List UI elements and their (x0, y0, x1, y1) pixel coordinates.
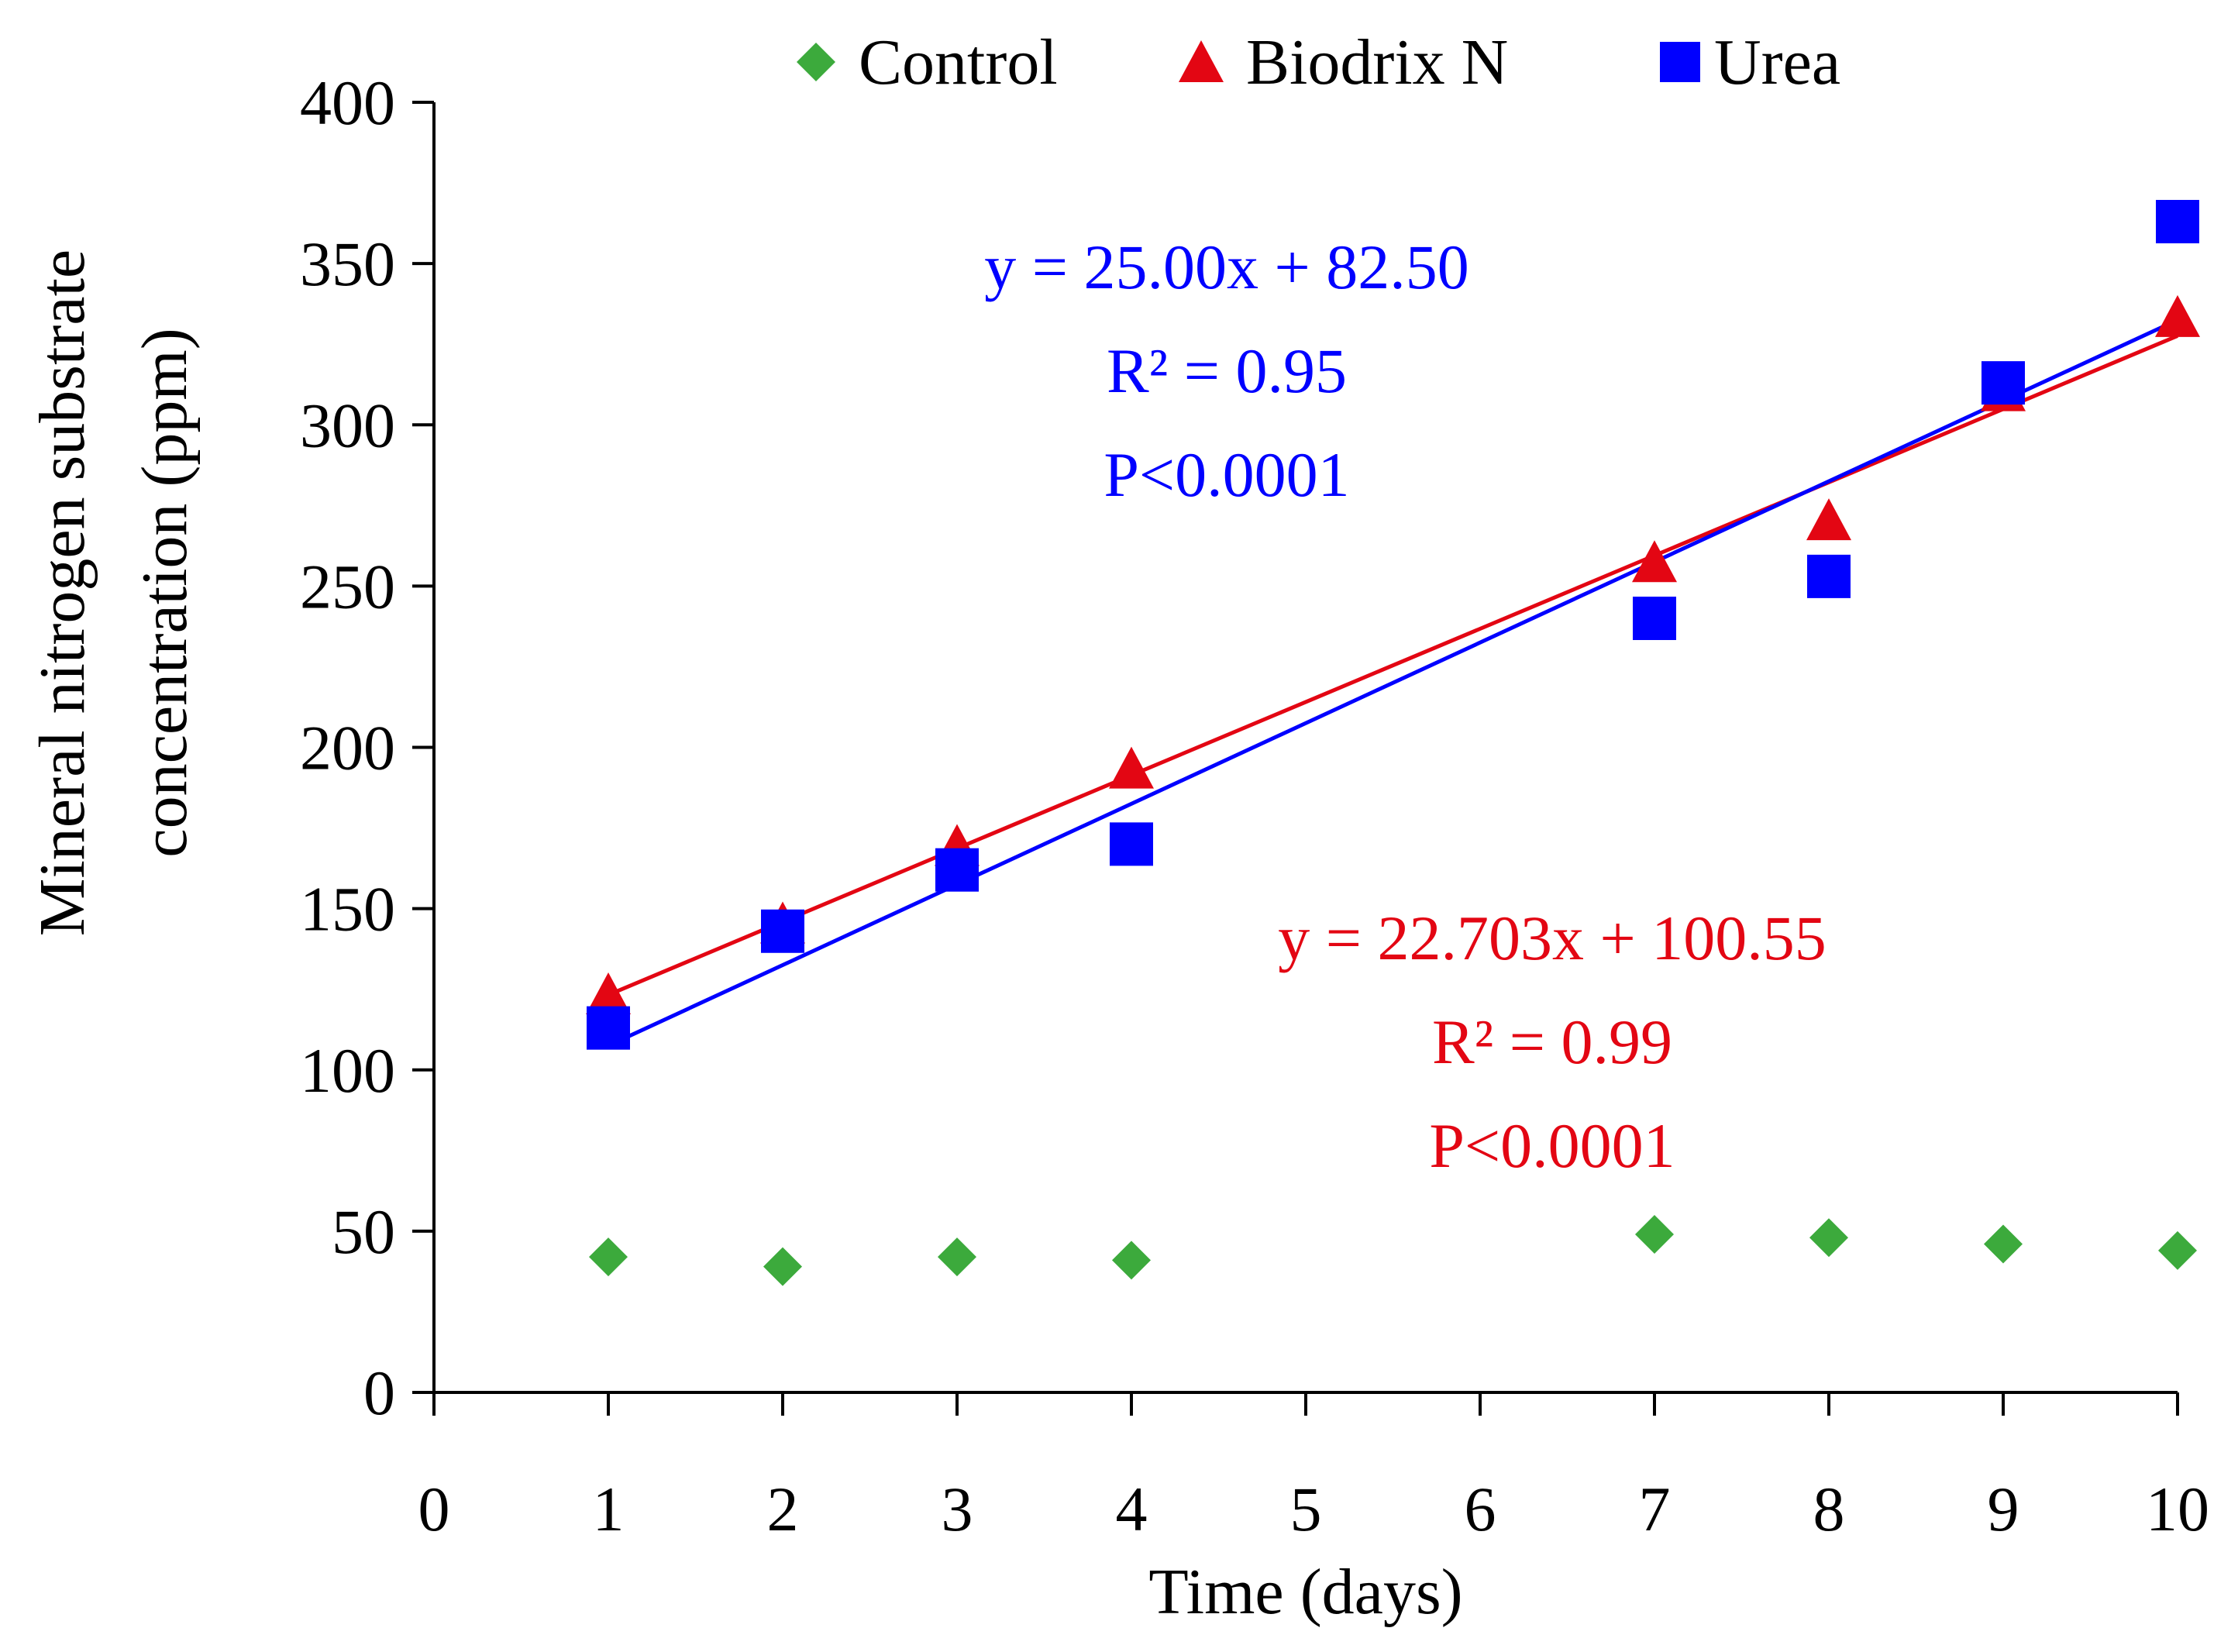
y-tick-label: 100 (300, 1035, 395, 1106)
x-tick-label: 4 (1116, 1474, 1148, 1544)
trendline-urea (607, 318, 2179, 1048)
y-axis-title-line-2: concentration (ppm) (129, 328, 201, 857)
point-biodrix-n (2155, 294, 2200, 337)
point-urea (1110, 822, 1153, 866)
x-tick-label: 9 (1988, 1474, 2019, 1544)
point-control (1635, 1215, 1674, 1254)
urea-equation: y = 25.00x + 82.50 R² = 0.95 P<0.0001 (984, 232, 1469, 510)
x-tick-label: 1 (593, 1474, 625, 1544)
urea-r-squared: R² = 0.95 (1107, 336, 1347, 406)
point-control (589, 1237, 628, 1277)
point-control (763, 1247, 802, 1286)
y-axis-title: Mineral nitrogen substrate concentration… (26, 250, 201, 936)
legend-item-urea: Urea (1660, 26, 1840, 98)
urea-equation-line: y = 25.00x + 82.50 (984, 232, 1469, 302)
point-control (1112, 1241, 1151, 1280)
legend-label-control: Control (859, 26, 1058, 98)
biodrix-equation-line: y = 22.703x + 100.55 (1278, 903, 1827, 973)
y-tick-label: 150 (300, 874, 395, 945)
x-tick-label: 5 (1290, 1474, 1322, 1544)
point-urea (935, 848, 979, 892)
y-tick-label: 350 (300, 229, 395, 299)
legend-marker-biodrix-n (1179, 40, 1224, 82)
point-urea (1807, 554, 1851, 598)
point-biodrix-n (586, 972, 631, 1015)
y-tick-label: 250 (300, 551, 395, 621)
point-control (2158, 1230, 2197, 1270)
x-tick-label: 0 (418, 1474, 450, 1544)
x-tick-label: 6 (1465, 1474, 1496, 1544)
x-tick-label: 7 (1639, 1474, 1671, 1544)
x-tick-label: 10 (2146, 1474, 2209, 1544)
legend-marker-urea (1660, 42, 1700, 82)
trendlines (607, 318, 2179, 1048)
x-tick-label: 8 (1813, 1474, 1845, 1544)
legend: Control Biodrix N Urea (797, 26, 1840, 98)
point-control (1984, 1224, 2023, 1264)
trendline-biodrix-n (608, 334, 2178, 997)
legend-item-control: Control (797, 26, 1058, 98)
data-points (586, 200, 2200, 1286)
point-biodrix-n (1806, 498, 1851, 541)
y-axis-title-line-1: Mineral nitrogen substrate (26, 250, 98, 936)
legend-item-biodrix-n: Biodrix N (1179, 26, 1508, 98)
point-biodrix-n (1632, 540, 1677, 583)
y-tick-label: 0 (363, 1358, 395, 1428)
axes: 0 50 100 150 200 250 300 350 400 0 1 2 3 4 5 6 7 8 9 10 (300, 67, 2209, 1544)
point-control (1809, 1218, 1848, 1258)
biodrix-p-value: P<0.0001 (1429, 1110, 1675, 1181)
point-urea (761, 909, 804, 953)
biodrix-r-squared: R² = 0.99 (1432, 1007, 1672, 1077)
y-tick-label: 400 (300, 67, 395, 138)
point-urea (1633, 597, 1676, 640)
biodrix-equation: y = 22.703x + 100.55 R² = 0.99 P<0.0001 (1278, 903, 1827, 1181)
x-tick-label: 3 (942, 1474, 973, 1544)
point-biodrix-n (1109, 746, 1154, 789)
point-urea (587, 1006, 630, 1050)
point-urea (1981, 361, 2025, 405)
x-tick-label: 2 (767, 1474, 799, 1544)
y-tick-label: 300 (300, 390, 395, 460)
y-tick-label: 50 (332, 1196, 395, 1267)
urea-p-value: P<0.0001 (1104, 439, 1349, 510)
legend-marker-control (797, 43, 835, 81)
legend-label-urea: Urea (1714, 26, 1840, 98)
point-urea (2156, 200, 2199, 244)
legend-label-biodrix-n: Biodrix N (1246, 26, 1508, 98)
point-control (938, 1237, 976, 1277)
y-tick-label: 200 (300, 713, 395, 783)
x-axis-title: Time (days) (1148, 1556, 1462, 1628)
